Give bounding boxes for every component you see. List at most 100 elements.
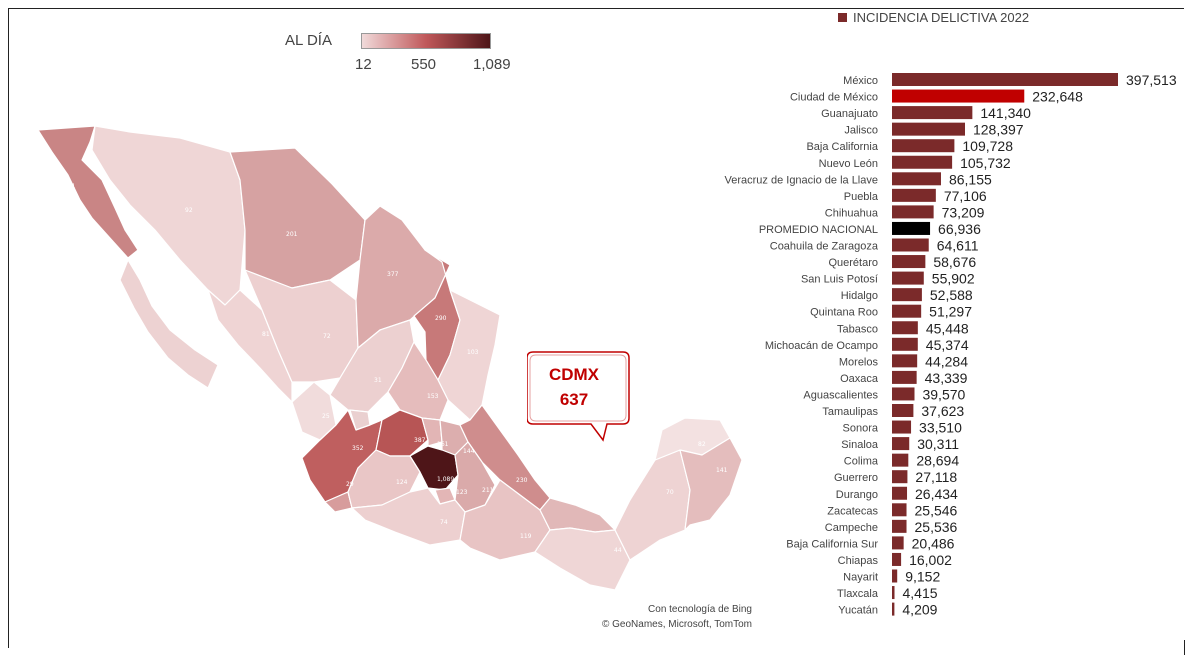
category-label: Nuevo León [819, 158, 878, 170]
value-label: 9,152 [905, 569, 940, 585]
bar [892, 89, 1025, 103]
value-label: 86,155 [949, 171, 992, 187]
map-label: 29 [346, 481, 354, 488]
value-label: 16,002 [909, 552, 952, 568]
category-label: Querétaro [828, 257, 878, 269]
category-label: Chiapas [838, 555, 879, 567]
category-label: Yucatán [838, 605, 878, 617]
map-region-labels: 301 92 201 377 290 72 81 58 31 103 153 2… [64, 183, 728, 554]
map-label: 1,089 [437, 476, 454, 483]
category-label: Tlaxcala [837, 588, 879, 600]
category-label: Chihuahua [825, 207, 879, 219]
category-label: Zacatecas [827, 505, 878, 517]
bar [892, 453, 909, 467]
value-label: 33,510 [919, 420, 962, 436]
bar [892, 586, 895, 600]
map-label: 70 [666, 489, 674, 496]
region-queretaro [421, 417, 443, 447]
bar [892, 337, 918, 351]
map-label: 103 [467, 349, 479, 356]
value-label: 37,623 [921, 403, 964, 419]
map-label: 82 [698, 441, 706, 448]
region-sinaloa [207, 289, 293, 403]
value-label: 141,340 [980, 105, 1031, 121]
bar [892, 188, 936, 202]
region-guerrero [351, 487, 466, 546]
bar [892, 106, 973, 120]
value-label: 66,936 [938, 221, 981, 237]
category-label: Aguascalientes [803, 389, 878, 401]
bar [892, 255, 926, 269]
value-label: 232,648 [1032, 89, 1083, 105]
chart-title: INCIDENCIA DELICTIVA 2022 [853, 10, 1030, 25]
legend-swatch [838, 13, 847, 22]
map-label: 108 [383, 407, 395, 414]
map-label: 352 [352, 445, 364, 452]
value-label: 397,513 [1126, 72, 1177, 88]
bar [892, 321, 918, 335]
map-label: 123 [456, 489, 468, 496]
value-label: 51,297 [929, 304, 972, 320]
value-label: 26,434 [915, 486, 958, 502]
region-quintana-roo [679, 437, 743, 531]
map-label: 387 [414, 437, 426, 444]
value-label: 45,448 [926, 320, 969, 336]
category-label: Campeche [825, 522, 878, 534]
value-label: 25,546 [915, 502, 958, 518]
map-label: 211 [482, 487, 494, 494]
map-label: 124 [396, 479, 408, 486]
category-label: Morelos [839, 356, 879, 368]
legend-gradient-bar [361, 33, 491, 49]
value-label: 30,311 [917, 436, 959, 452]
category-label: Oaxaca [840, 373, 879, 385]
bar [892, 552, 902, 566]
map-label: 141 [716, 467, 728, 474]
value-label: 45,374 [926, 337, 969, 353]
bar-chart: México 397,513 Ciudad de México 232,648 Guan… [725, 72, 1177, 618]
legend-max-label: 1,089 [473, 56, 511, 73]
map-label: 81 [262, 331, 270, 338]
map-label: 119 [520, 533, 532, 540]
frame-left-line [8, 8, 9, 648]
mexico-choropleth-map: 301 92 201 377 290 72 81 58 31 103 153 2… [37, 125, 743, 591]
frame-top-line [8, 8, 1184, 9]
category-label: Puebla [844, 191, 879, 203]
bar [892, 155, 953, 169]
value-label: 77,106 [944, 188, 987, 204]
value-label: 64,611 [937, 238, 979, 254]
attribution-line-2: © GeoNames, Microsoft, TomTom [602, 619, 752, 630]
value-label: 73,209 [942, 204, 985, 220]
value-label: 128,397 [973, 122, 1024, 138]
value-label: 4,209 [902, 602, 937, 618]
bar [892, 221, 931, 235]
bar [892, 420, 912, 434]
map-label: 31 [374, 377, 382, 384]
bar [892, 503, 907, 517]
bar [892, 122, 965, 136]
category-label: Guerrero [834, 472, 878, 484]
map-legend: AL DÍA 12 550 1,089 [285, 32, 525, 82]
map-label: 377 [387, 271, 399, 278]
bar [892, 271, 924, 285]
map-label: 201 [286, 231, 298, 238]
value-label: 28,694 [916, 453, 959, 469]
category-label: Baja California Sur [786, 538, 878, 550]
category-label: Colima [844, 456, 879, 468]
legend-title: AL DÍA [285, 32, 332, 49]
legend-mid-label: 550 [411, 56, 437, 73]
category-label: Durango [836, 489, 878, 501]
value-label: 55,902 [932, 271, 975, 287]
value-label: 44,284 [925, 353, 968, 369]
map-label: 72 [323, 333, 331, 340]
category-label: Michoacán de Ocampo [765, 340, 878, 352]
bar [892, 536, 904, 550]
value-label: 27,118 [915, 469, 957, 485]
bar [892, 602, 895, 616]
value-label: 58,676 [933, 254, 976, 270]
map-label: 301 [64, 183, 76, 190]
category-label: San Luis Potosí [801, 274, 878, 286]
value-label: 39,570 [922, 386, 965, 402]
map-label: 74 [440, 519, 448, 526]
bar [892, 172, 941, 186]
map-label: 25 [322, 413, 330, 420]
